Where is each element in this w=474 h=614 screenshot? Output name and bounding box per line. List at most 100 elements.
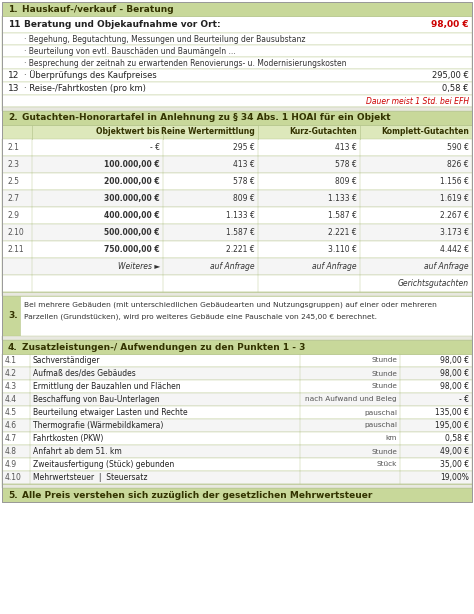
Text: 1.133 €: 1.133 € [328,194,357,203]
Text: Stück: Stück [377,462,397,467]
Text: 135,00 €: 135,00 € [435,408,469,417]
Text: 1.619 €: 1.619 € [440,194,469,203]
Bar [2,45,472,57]
Text: Beratung und Objekaufnahme vor Ort:: Beratung und Objekaufnahme vor Ort: [24,20,220,29]
Text: 19,00%: 19,00% [440,473,469,482]
Text: Gutachten-Honorartafel in Anlehnung zu § 34 Abs. 1 HOAI für ein Objekt: Gutachten-Honorartafel in Anlehnung zu §… [22,114,391,123]
Text: 13: 13 [8,84,19,93]
Bar [2,156,472,173]
Text: Dauer meist 1 Std. bei EFH: Dauer meist 1 Std. bei EFH [366,96,469,106]
Text: 2.221 €: 2.221 € [227,245,255,254]
Text: 2.1: 2.1 [8,143,20,152]
Bar [2,296,20,336]
Text: Fahrtkosten (PKW): Fahrtkosten (PKW) [33,434,103,443]
Bar [2,241,472,258]
Text: Stunde: Stunde [371,384,397,389]
Text: 2.: 2. [8,114,18,123]
Bar [2,393,472,406]
Text: 2.3: 2.3 [8,160,20,169]
Text: 98,00 €: 98,00 € [431,20,469,29]
Bar [2,354,472,367]
Text: Hauskauf-/verkauf - Beratung: Hauskauf-/verkauf - Beratung [22,4,173,14]
Text: Stunde: Stunde [371,370,397,376]
Text: 413 €: 413 € [335,143,357,152]
Bar [2,258,472,275]
Text: · Reise-/Fahrtkosten (pro km): · Reise-/Fahrtkosten (pro km) [24,84,146,93]
Text: Thermografie (Wärmebildkamera): Thermografie (Wärmebildkamera) [33,421,164,430]
Bar [2,82,472,95]
Text: Parzellen (Grundstücken), wird pro weiteres Gebäude eine Pauschale von 245,00 € : Parzellen (Grundstücken), wird pro weite… [24,314,377,321]
Bar [2,190,472,207]
Text: Komplett-Gutachten: Komplett-Gutachten [381,128,469,136]
Text: 4.8: 4.8 [5,447,17,456]
Text: · Beurteilung von evtl. Bauschäden und Baumängeln ...: · Beurteilung von evtl. Bauschäden und B… [24,47,236,55]
Text: · Besprechung der zeitnah zu erwartenden Renovierungs- u. Modernisierungskosten: · Besprechung der zeitnah zu erwartenden… [24,58,346,68]
Text: Zweitausfertigung (Stück) gebunden: Zweitausfertigung (Stück) gebunden [33,460,174,469]
Text: 98,00 €: 98,00 € [440,382,469,391]
Text: · Überprüfungs des Kaufpreises: · Überprüfungs des Kaufpreises [24,71,157,80]
Text: Stunde: Stunde [371,448,397,454]
Text: 4.10: 4.10 [5,473,22,482]
Text: 2.10: 2.10 [8,228,25,237]
Text: 590 €: 590 € [447,143,469,152]
Text: 100.000,00 €: 100.000,00 € [104,160,160,169]
Text: 3.173 €: 3.173 € [440,228,469,237]
Text: Gerichtsgutachten: Gerichtsgutachten [398,279,469,288]
Text: 98,00 €: 98,00 € [440,369,469,378]
Text: 1.133 €: 1.133 € [226,211,255,220]
Text: 500.000,00 €: 500.000,00 € [104,228,160,237]
Text: 809 €: 809 € [233,194,255,203]
Text: 195,00 €: 195,00 € [435,421,469,430]
Bar [2,419,472,432]
Text: 4.442 €: 4.442 € [440,245,469,254]
Text: 1.587 €: 1.587 € [226,228,255,237]
Bar [2,336,472,340]
Text: 1.156 €: 1.156 € [440,177,469,186]
Bar [2,95,472,107]
Text: Beschaffung von Bau-Unterlagen: Beschaffung von Bau-Unterlagen [33,395,160,404]
Text: 2.5: 2.5 [8,177,20,186]
Text: 1.587 €: 1.587 € [328,211,357,220]
Text: 3.110 €: 3.110 € [328,245,357,254]
Bar [2,275,472,292]
Bar [2,139,472,156]
Text: 49,00 €: 49,00 € [440,447,469,456]
Text: Sachverständiger: Sachverständiger [33,356,100,365]
Text: 98,00 €: 98,00 € [440,356,469,365]
Bar [2,69,472,82]
Bar [2,16,472,33]
Bar [2,33,472,45]
Text: auf Anfrage: auf Anfrage [210,262,255,271]
Text: Kurz-Gutachten: Kurz-Gutachten [289,128,357,136]
Text: · Begehung, Begutachtung, Messungen und Beurteilung der Bausubstanz: · Begehung, Begutachtung, Messungen und … [24,34,306,44]
Text: 0,58 €: 0,58 € [445,434,469,443]
Text: 35,00 €: 35,00 € [440,460,469,469]
Text: 4.: 4. [8,343,18,351]
Text: 5.: 5. [8,491,18,500]
Text: 4.5: 4.5 [5,408,17,417]
Text: 295,00 €: 295,00 € [432,71,469,80]
Bar [2,488,472,502]
Bar [2,340,472,354]
Text: Weiteres ►: Weiteres ► [118,262,160,271]
Text: 809 €: 809 € [335,177,357,186]
Bar [2,107,472,111]
Bar [2,484,472,488]
Bar [2,173,472,190]
Bar [2,367,472,380]
Text: Aufmaß des/des Gebäudes: Aufmaß des/des Gebäudes [33,369,136,378]
Text: Objektwert bis: Objektwert bis [97,128,160,136]
Text: 400.000,00 €: 400.000,00 € [104,211,160,220]
Text: 0,58 €: 0,58 € [443,84,469,93]
Text: 578 €: 578 € [233,177,255,186]
Text: 200.000,00 €: 200.000,00 € [104,177,160,186]
Bar [2,292,472,296]
Text: auf Anfrage: auf Anfrage [424,262,469,271]
Bar [2,57,472,69]
Text: 4.4: 4.4 [5,395,17,404]
Text: Zusatzleistungen-/ Aufwendungen zu den Punkten 1 - 3: Zusatzleistungen-/ Aufwendungen zu den P… [22,343,305,351]
Text: 4.1: 4.1 [5,356,17,365]
Text: km: km [385,435,397,441]
Text: 750.000,00 €: 750.000,00 € [104,245,160,254]
Text: 3.: 3. [8,311,18,321]
